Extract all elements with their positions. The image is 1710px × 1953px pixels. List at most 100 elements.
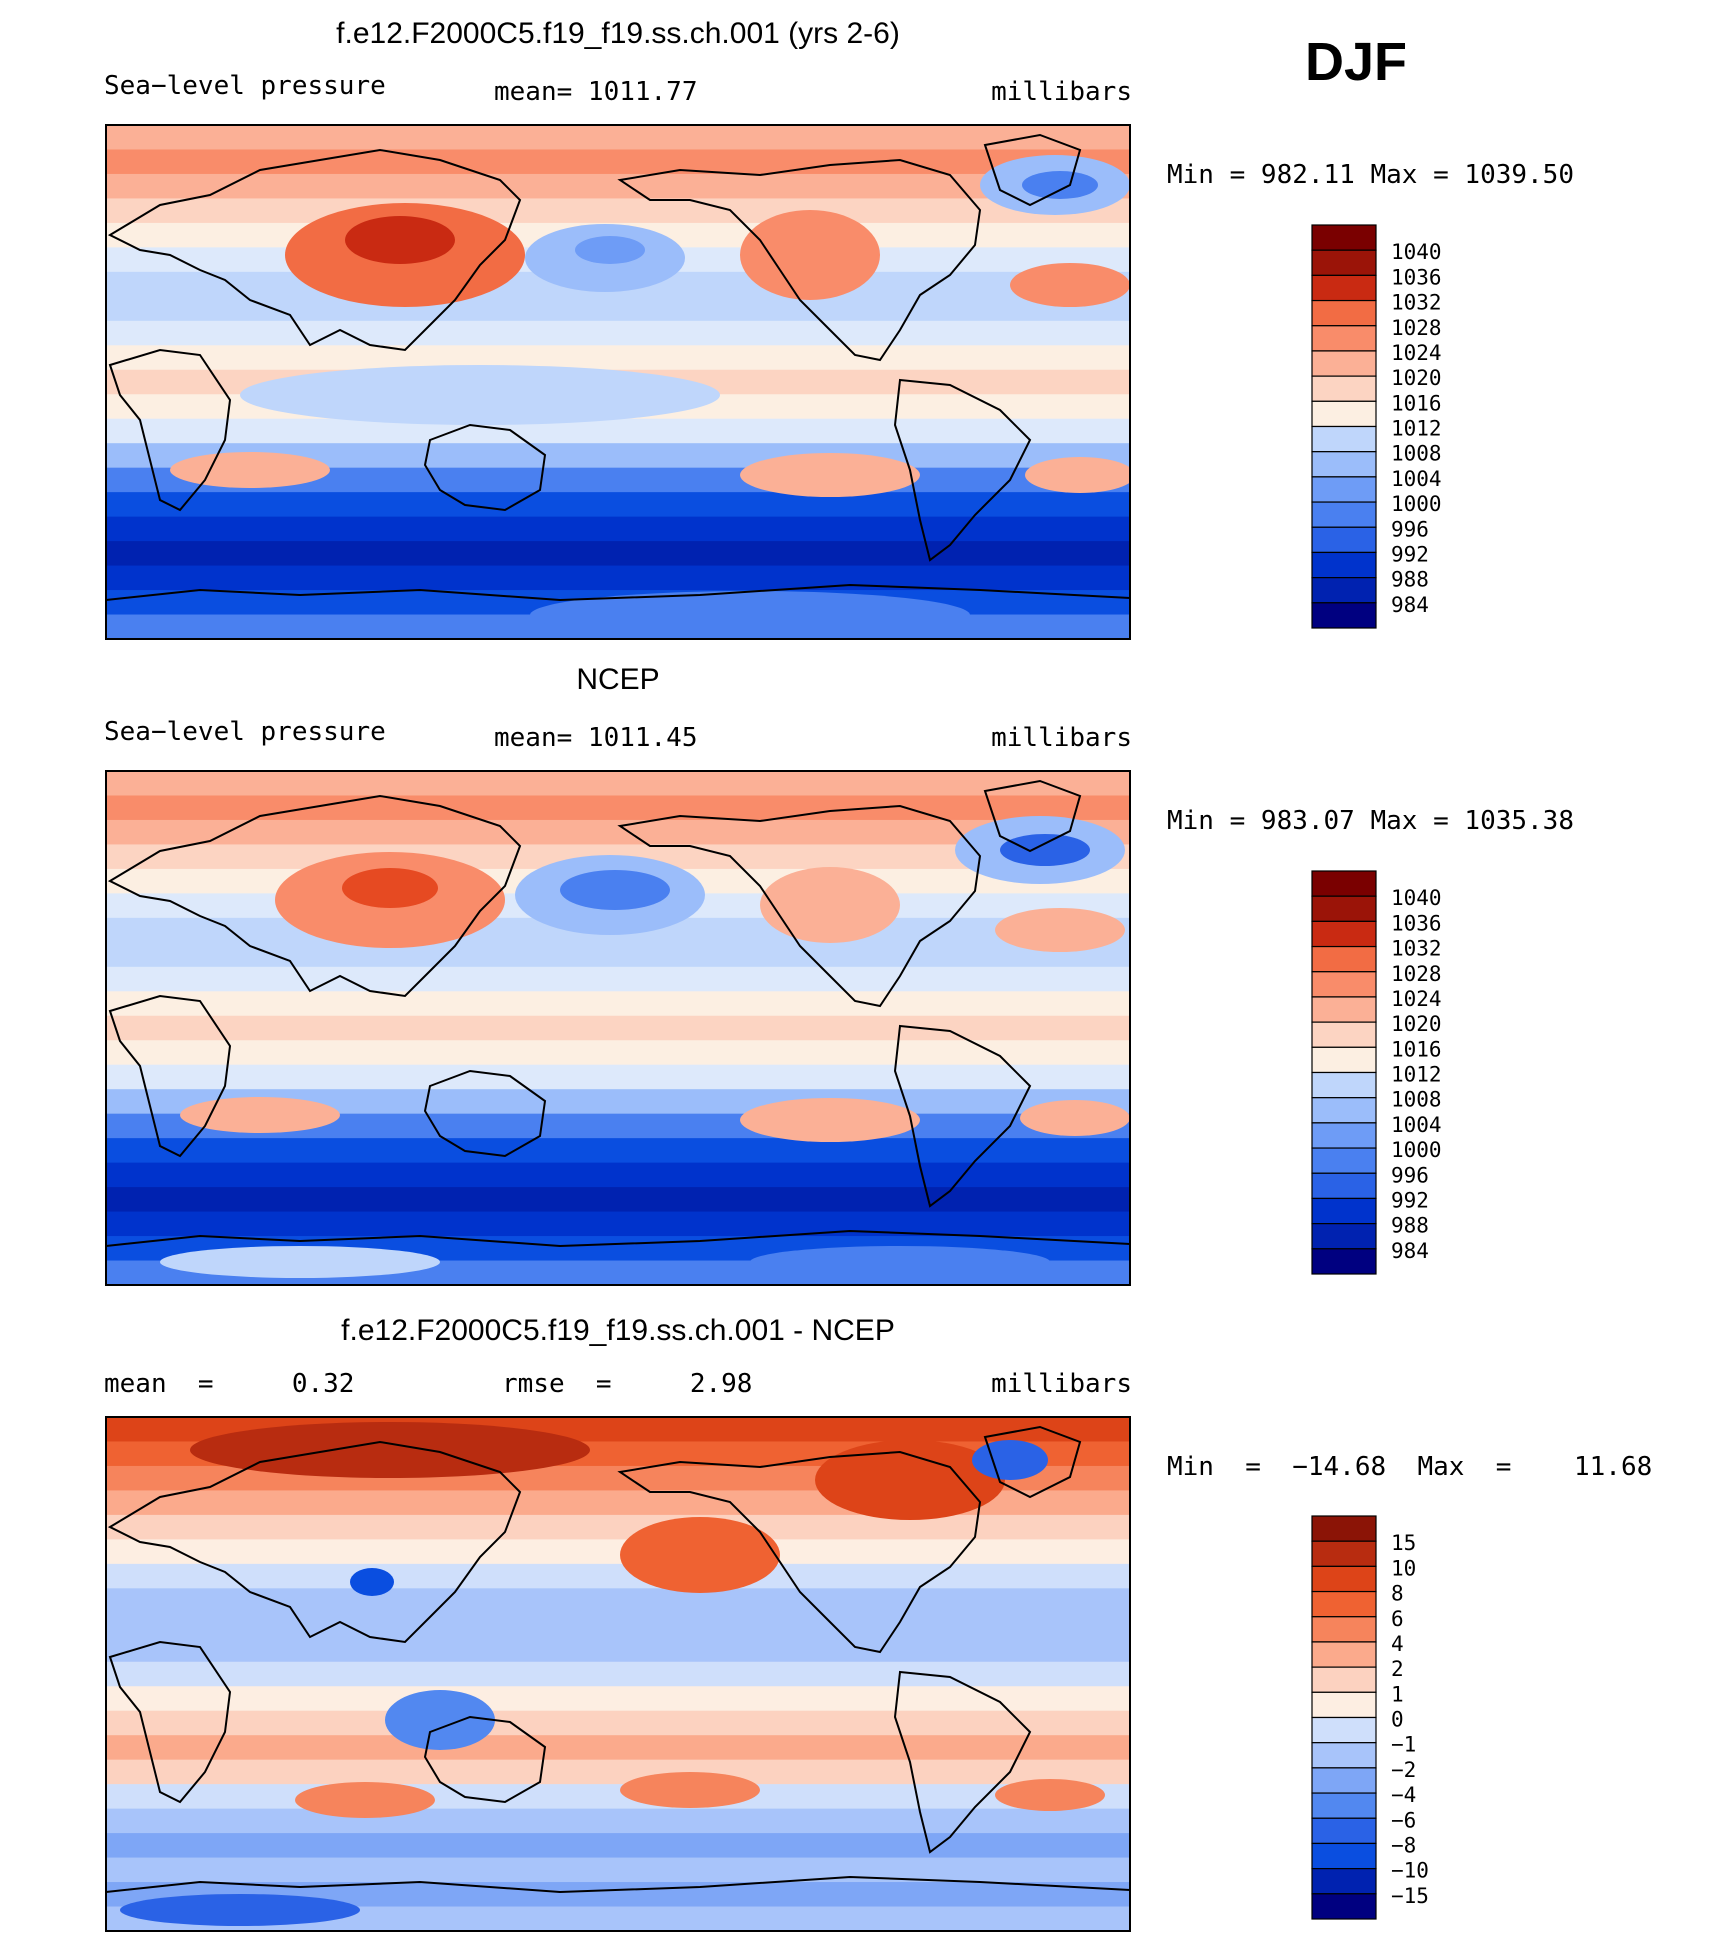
colorbar-swatch	[1311, 501, 1377, 528]
colorbar-swatch	[1311, 1817, 1377, 1845]
maritime-negative	[385, 1690, 495, 1750]
panel-model: f.e12.F2000C5.f19_f19.ss.ch.001 (yrs 2-6…	[104, 17, 1574, 640]
colorbar-swatch	[1311, 350, 1377, 377]
subtropical-high-io	[180, 1097, 340, 1133]
contour-band	[106, 198, 1130, 224]
contour-band	[106, 1015, 1130, 1041]
greenland-coast	[983, 779, 1082, 853]
colorbar-swatch	[1311, 476, 1377, 503]
africa-coast	[108, 994, 232, 1158]
colorbar-label: −10	[1391, 1859, 1429, 1883]
contour-band	[106, 149, 1130, 175]
equatorial-trough	[240, 365, 720, 425]
colorbar-label: 1012	[1391, 417, 1442, 441]
contour-band	[106, 1563, 1130, 1589]
contour-band	[106, 1735, 1130, 1761]
colorbar-label: 8	[1391, 1582, 1404, 1606]
colorbar-swatch	[1311, 375, 1377, 402]
colorbar-label: −6	[1391, 1808, 1416, 1832]
colorbar-swatch	[1311, 1223, 1377, 1250]
colorbar-label: 984	[1391, 1239, 1429, 1263]
north-america-coast	[617, 1450, 982, 1654]
colorbar-swatch	[1311, 1122, 1377, 1149]
eurasia-coast	[107, 148, 522, 352]
greenland-coast	[983, 1425, 1082, 1499]
colorbar-label: −2	[1391, 1758, 1416, 1782]
colorbar-swatch	[1311, 1565, 1377, 1593]
colorbar-label: 1032	[1391, 937, 1442, 961]
colorbar-swatch	[1311, 299, 1377, 327]
colorbar-swatch	[1311, 1147, 1377, 1174]
contour-band	[106, 1833, 1130, 1859]
colorbar-label: −1	[1391, 1733, 1416, 1757]
colorbar-swatch	[1311, 895, 1377, 922]
colorbar-swatch	[1311, 996, 1377, 1023]
colorbar: 1040103610321028102410201016101210081004…	[1311, 224, 1442, 629]
colorbar-swatch	[1311, 1792, 1377, 1819]
colorbar-label: 1036	[1391, 911, 1442, 935]
contour-band	[106, 1612, 1130, 1638]
contour-band	[106, 1857, 1130, 1883]
australia-coast	[423, 1069, 547, 1158]
antarctica-coast	[106, 1229, 1130, 1248]
contour-band	[106, 125, 1130, 151]
colorbar-swatch	[1311, 224, 1377, 251]
map-field	[106, 125, 1130, 639]
minmax-label: Min = 982.11 Max = 1039.50	[1167, 160, 1574, 190]
colorbar-label: 1032	[1391, 291, 1442, 315]
colorbar-swatch	[1311, 602, 1377, 629]
colorbar-label: 996	[1391, 1163, 1429, 1187]
map-frame	[105, 124, 1131, 640]
north-america-coast	[617, 158, 982, 362]
contour-band	[106, 942, 1130, 968]
arctic-positive	[190, 1422, 590, 1478]
panel-difference: f.e12.F2000C5.f19_f19.ss.ch.001 - NCEP m…	[104, 1314, 1652, 1932]
mean-label: mean= 1011.45	[494, 723, 698, 753]
colorbar-label: 988	[1391, 568, 1429, 592]
colorbar-label: 1040	[1391, 240, 1442, 264]
colorbar-label: 1000	[1391, 1138, 1442, 1162]
variable-label: Sea−level pressure	[104, 717, 386, 747]
subtropical-high-io	[170, 452, 330, 488]
colorbar-swatch	[1311, 325, 1377, 352]
north-atlantic-positive	[815, 1440, 1005, 1520]
colorbar-label: 1004	[1391, 1113, 1442, 1137]
colorbar-label: 1016	[1391, 1037, 1442, 1061]
map-field	[106, 771, 1130, 1285]
colorbar-swatch	[1311, 920, 1377, 948]
panel-title: NCEP	[576, 663, 659, 696]
colorbar-label: 984	[1391, 593, 1429, 617]
contour-band	[106, 1514, 1130, 1540]
contour-band	[106, 1759, 1130, 1785]
colorbar-label: 2	[1391, 1657, 1404, 1681]
contour-band	[106, 1808, 1130, 1834]
contour-band	[106, 541, 1130, 567]
colorbar-swatch	[1311, 1248, 1377, 1275]
colorbar-swatch	[1311, 1691, 1377, 1719]
colorbar-label: 1024	[1391, 987, 1442, 1011]
contour-band	[106, 418, 1130, 444]
colorbar-swatch	[1311, 1071, 1377, 1099]
minmax-label: Min = 983.07 Max = 1035.38	[1167, 806, 1574, 836]
antarctic-interior-2	[750, 1246, 1050, 1278]
contour-band	[106, 1588, 1130, 1614]
contour-band	[106, 1064, 1130, 1090]
colorbar-swatch	[1311, 1893, 1377, 1920]
colorbar-label: 1016	[1391, 391, 1442, 415]
units-label: millibars	[991, 723, 1132, 753]
greenland-coast	[983, 133, 1082, 207]
colorbar-swatch	[1311, 400, 1377, 428]
antarctic-interior	[160, 1246, 440, 1278]
icelandic-low-core	[1022, 171, 1098, 199]
coastlines	[106, 1425, 1130, 1894]
colorbar-swatch	[1311, 1590, 1377, 1618]
contour-band	[106, 492, 1130, 518]
tibet-negative	[350, 1568, 394, 1596]
colorbar-swatch	[1311, 1616, 1377, 1643]
colorbar-label: −4	[1391, 1783, 1416, 1807]
colorbar-label: 1000	[1391, 492, 1442, 516]
minmax-label: Min = −14.68 Max = 11.68	[1167, 1452, 1652, 1482]
south-atlantic-positive	[995, 1779, 1105, 1811]
antarctic-negative	[120, 1894, 360, 1926]
contour-band	[106, 1710, 1130, 1736]
